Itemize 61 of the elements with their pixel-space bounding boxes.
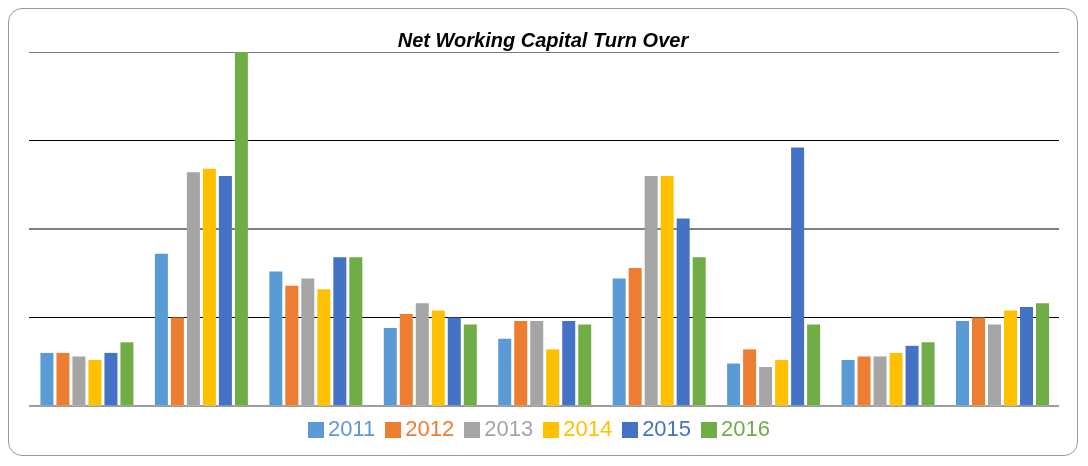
bar bbox=[1020, 306, 1033, 406]
bar bbox=[1036, 303, 1049, 406]
bar bbox=[447, 317, 461, 406]
bar bbox=[857, 356, 871, 406]
bar bbox=[72, 356, 86, 406]
bar bbox=[562, 321, 576, 406]
bar bbox=[285, 285, 299, 406]
bar bbox=[186, 172, 200, 406]
legend-label: 2013 bbox=[484, 416, 534, 441]
bar bbox=[956, 321, 969, 406]
bar bbox=[841, 359, 855, 406]
bar bbox=[88, 359, 102, 406]
bar bbox=[349, 257, 363, 406]
bar bbox=[399, 313, 413, 406]
bar bbox=[514, 321, 528, 406]
bar bbox=[317, 289, 331, 406]
bar bbox=[612, 278, 626, 406]
bar bbox=[1004, 310, 1017, 406]
bar bbox=[660, 175, 674, 406]
bar bbox=[921, 342, 935, 406]
bar bbox=[301, 278, 315, 406]
bar bbox=[676, 218, 690, 406]
bar bbox=[775, 359, 789, 406]
bar bbox=[154, 253, 168, 406]
legend-label: 2016 bbox=[721, 416, 771, 441]
bar bbox=[218, 175, 232, 406]
bar bbox=[988, 324, 1001, 406]
bar bbox=[269, 271, 283, 406]
bar bbox=[234, 52, 248, 406]
chart-title: Net Working Capital Turn Over bbox=[396, 29, 690, 52]
legend-label: 2014 bbox=[563, 416, 613, 441]
bar bbox=[972, 317, 985, 406]
bar bbox=[202, 168, 216, 406]
bar bbox=[463, 324, 477, 406]
bar bbox=[546, 349, 560, 406]
bar bbox=[791, 147, 805, 406]
bar bbox=[727, 363, 741, 406]
bar bbox=[644, 175, 658, 406]
bar bbox=[628, 267, 642, 406]
bar bbox=[40, 352, 54, 406]
bar bbox=[431, 310, 445, 406]
bar bbox=[333, 257, 347, 406]
legend-label: 2012 bbox=[405, 416, 455, 441]
bar bbox=[120, 342, 134, 406]
bar bbox=[498, 338, 512, 406]
bar bbox=[104, 352, 118, 406]
bar bbox=[383, 328, 397, 406]
bar bbox=[56, 352, 70, 406]
bar bbox=[807, 324, 821, 406]
bar bbox=[905, 345, 919, 406]
bar bbox=[692, 257, 706, 406]
bar bbox=[873, 356, 887, 406]
legend-label: 2015 bbox=[642, 416, 692, 441]
bar bbox=[759, 367, 773, 406]
bar bbox=[889, 352, 903, 406]
bar bbox=[578, 324, 592, 406]
bar bbox=[170, 317, 184, 406]
bar bbox=[743, 349, 757, 406]
bar bbox=[530, 321, 544, 406]
legend-label: 2011 bbox=[327, 416, 376, 441]
bar bbox=[415, 303, 429, 406]
